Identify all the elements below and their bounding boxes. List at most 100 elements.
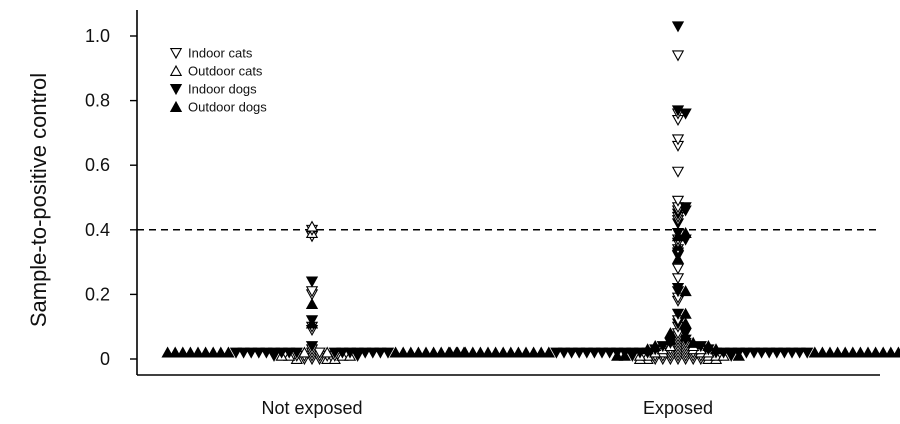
point-indoor-dogs <box>229 347 243 359</box>
point-outdoor-dogs <box>519 346 533 358</box>
legend: Indoor cats Outdoor cats Indoor dogs Outdoo… <box>169 46 267 115</box>
legend-marker-indoor-cats <box>169 48 183 60</box>
point-outdoor-dogs <box>305 298 319 310</box>
point-outdoor-dogs <box>884 346 897 358</box>
point-outdoor-dogs <box>664 333 677 345</box>
point-outdoor-dogs <box>823 346 837 358</box>
point-outdoor-dogs <box>679 285 692 297</box>
point-indoor-dogs <box>305 341 319 353</box>
legend-label: Outdoor dogs <box>188 100 267 115</box>
point-indoor-dogs <box>801 347 814 359</box>
point-outdoor-dogs <box>176 346 189 358</box>
point-indoor-dogs <box>671 105 685 117</box>
y-tick-label: 0.2 <box>85 284 110 304</box>
point-outdoor-dogs <box>481 346 495 358</box>
legend-marker-outdoor-cats <box>169 64 183 76</box>
y-axis-label: Sample-to-positive control <box>26 73 51 327</box>
point-indoor-dogs <box>550 347 563 359</box>
point-indoor-dogs <box>679 108 692 120</box>
point-outdoor-dogs <box>679 226 692 238</box>
point-indoor-dogs <box>679 202 692 214</box>
point-outdoor-dogs <box>443 346 457 358</box>
point-outdoor-dogs <box>191 346 205 358</box>
point-outdoor-dogs <box>679 307 692 319</box>
point-indoor-dogs <box>611 347 624 359</box>
point-indoor-dogs <box>603 347 616 359</box>
point-indoor-dogs <box>671 21 685 33</box>
point-outdoor-dogs <box>222 346 235 358</box>
point-outdoor-dogs <box>397 346 410 358</box>
y-tick-label: 0.6 <box>85 155 110 175</box>
point-outdoor-dogs <box>846 346 859 358</box>
point-outdoor-dogs <box>427 346 440 358</box>
point-indoor-dogs <box>671 308 685 320</box>
point-indoor-dogs <box>778 347 791 359</box>
point-indoor-dogs <box>359 347 372 359</box>
x-category-label: Not exposed <box>261 398 362 418</box>
point-indoor-cats <box>671 263 685 275</box>
point-indoor-cats <box>671 166 685 178</box>
point-indoor-dogs <box>732 347 745 359</box>
x-category-label: Exposed <box>643 398 713 418</box>
point-indoor-dogs <box>595 347 609 359</box>
point-indoor-dogs <box>785 347 799 359</box>
point-indoor-dogs <box>245 347 258 359</box>
point-indoor-cats <box>671 273 685 285</box>
point-outdoor-dogs <box>892 346 900 358</box>
point-indoor-dogs <box>679 328 692 340</box>
point-outdoor-dogs <box>831 346 844 358</box>
point-indoor-dogs <box>275 347 288 359</box>
point-outdoor-dogs <box>161 346 174 358</box>
point-indoor-cats <box>671 195 685 207</box>
point-outdoor-dogs <box>839 346 852 358</box>
point-indoor-cats <box>313 347 326 359</box>
point-outdoor-dogs <box>419 346 433 358</box>
point-indoor-dogs <box>252 347 265 359</box>
y-tick-label: 0.4 <box>85 220 110 240</box>
point-indoor-dogs <box>381 347 395 359</box>
point-indoor-dogs <box>336 347 349 359</box>
point-outdoor-dogs <box>664 327 677 339</box>
point-outdoor-cats <box>298 346 311 358</box>
point-indoor-cats <box>671 134 685 146</box>
point-outdoor-cats <box>305 220 319 232</box>
point-indoor-dogs <box>267 347 281 359</box>
legend-marker-indoor-dogs <box>169 84 183 96</box>
point-indoor-dogs <box>351 347 364 359</box>
point-indoor-dogs <box>747 347 761 359</box>
point-outdoor-dogs <box>877 346 890 358</box>
legend-label: Indoor dogs <box>188 82 257 97</box>
point-outdoor-dogs <box>474 346 487 358</box>
point-indoor-dogs <box>557 347 571 359</box>
point-indoor-dogs <box>588 347 601 359</box>
point-outdoor-dogs <box>808 346 821 358</box>
point-outdoor-dogs <box>542 346 555 358</box>
point-indoor-dogs <box>283 347 296 359</box>
y-tick-label: 0 <box>100 349 110 369</box>
point-indoor-dogs <box>755 347 768 359</box>
y-tick-label: 1.0 <box>85 26 110 46</box>
point-outdoor-dogs <box>389 346 402 358</box>
legend-label: Indoor cats <box>188 46 253 61</box>
point-outdoor-dogs <box>497 346 510 358</box>
point-indoor-dogs <box>626 347 639 359</box>
point-outdoor-cats <box>321 346 334 358</box>
point-indoor-dogs <box>237 347 250 359</box>
point-indoor-dogs <box>580 347 593 359</box>
y-tick-label: 0.8 <box>85 91 110 111</box>
point-indoor-dogs <box>343 347 357 359</box>
point-outdoor-dogs <box>679 317 692 329</box>
point-indoor-dogs <box>366 347 379 359</box>
point-outdoor-dogs <box>199 346 212 358</box>
point-outdoor-dogs <box>169 346 182 358</box>
point-indoor-dogs <box>374 347 387 359</box>
data-points <box>161 21 900 366</box>
point-outdoor-dogs <box>869 346 882 358</box>
point-indoor-dogs <box>618 347 631 359</box>
point-indoor-dogs <box>290 347 303 359</box>
point-indoor-dogs <box>770 347 783 359</box>
point-outdoor-dogs <box>687 336 700 348</box>
category-labels: Not exposed Exposed <box>261 398 713 418</box>
legend-marker-outdoor-dogs <box>169 100 183 112</box>
